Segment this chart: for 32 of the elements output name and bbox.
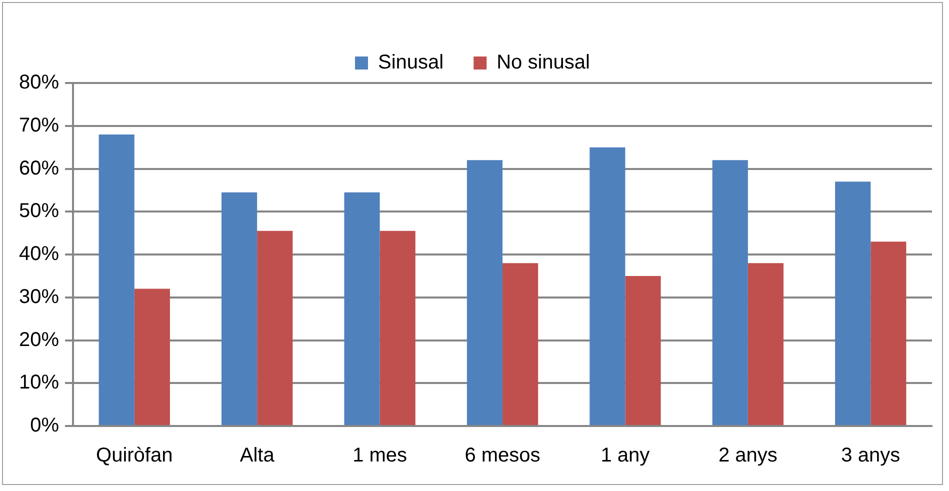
bar	[344, 192, 380, 425]
x-tick-label: 3 anys	[841, 444, 900, 467]
y-tick-label: 70%	[19, 114, 60, 136]
bar	[712, 160, 748, 425]
bar	[502, 263, 538, 425]
bar	[380, 230, 416, 425]
y-tick-label: 10%	[19, 372, 60, 394]
x-tick-label: 6 mesos	[464, 444, 540, 467]
y-tick-label: 40%	[19, 243, 60, 266]
bar	[870, 242, 906, 425]
y-tick-label: 30%	[19, 286, 60, 308]
bar	[835, 182, 871, 425]
bar	[625, 276, 661, 425]
y-tick-label: 20%	[19, 328, 60, 351]
bar	[222, 192, 258, 425]
bar	[134, 288, 170, 425]
bar	[590, 147, 626, 425]
legend-label: No sinusal	[496, 52, 590, 74]
bar	[466, 160, 503, 425]
y-tick-label: 50%	[19, 200, 60, 222]
y-tick-label: 60%	[19, 157, 60, 180]
bar	[98, 134, 134, 425]
x-tick-label: 1 mes	[352, 444, 408, 467]
y-tick-label: 0%	[30, 414, 60, 437]
legend-label: Sinusal	[378, 52, 444, 74]
x-tick-label: 1 any	[600, 444, 650, 467]
bar	[748, 263, 784, 425]
x-tick-label: Alta	[240, 444, 276, 467]
y-tick-label: 80%	[19, 72, 60, 94]
x-tick-label: Quiròfan	[96, 444, 173, 467]
bar	[257, 230, 293, 425]
x-tick-label: 2 anys	[718, 444, 778, 467]
